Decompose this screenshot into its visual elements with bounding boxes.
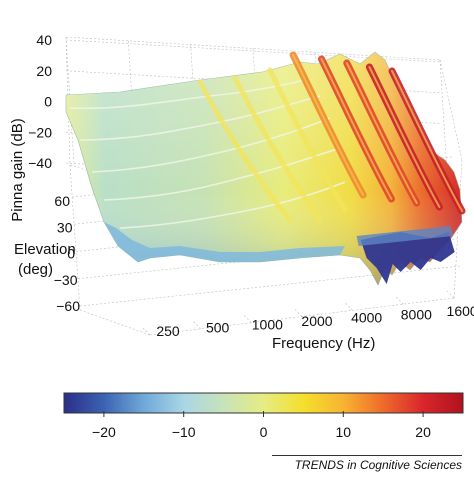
z-axis-ticks: 40 20 0 −20 −40	[28, 32, 52, 171]
grid-line	[395, 295, 404, 305]
colorbar-ticks: −20 −10 0 10 20	[92, 411, 431, 440]
y-tick-label: 60	[54, 193, 70, 209]
colorbar: −20 −10 0 10 20	[63, 392, 464, 440]
surface-contour	[103, 147, 341, 201]
surface-contour	[119, 181, 346, 229]
grid-line	[243, 314, 252, 323]
grid-line	[141, 326, 151, 336]
credit-rule	[272, 455, 462, 456]
z-tick-label: −20	[28, 124, 52, 140]
colorbar-tick-label: −20	[92, 424, 116, 440]
colorbar-tick-label: 10	[336, 424, 352, 440]
x-axis-ticks: 250 500 1000 2000 4000 8000 16000	[156, 303, 474, 339]
x-tick-label: 250	[156, 323, 180, 339]
source-credit: TRENDS in Cognitive Sciences	[294, 458, 462, 472]
grid-line	[439, 59, 463, 161]
grid-line	[445, 289, 455, 299]
y-axis-ticks: 60 30 0 −30 −60	[54, 193, 80, 314]
x-tick-label: 1000	[252, 316, 283, 332]
colorbar-tick-label: −10	[172, 424, 196, 440]
y-axis-title-line2: (deg)	[18, 261, 53, 278]
grid-line	[79, 265, 461, 307]
high-frequency-ridge-highlight	[391, 70, 463, 212]
grid-line	[439, 59, 449, 189]
y-axis-title-line1: Elevation	[14, 241, 76, 258]
colorbar-body	[63, 392, 464, 414]
spectral-notch	[360, 232, 455, 284]
x-tick-label: 16000	[447, 303, 474, 319]
grid-line	[79, 309, 151, 336]
high-frequency-ridge-highlight	[368, 66, 441, 208]
surface-shading	[66, 52, 462, 285]
z-tick-label: 0	[44, 94, 52, 110]
colorbar-tick-label: 0	[260, 424, 268, 440]
surface-ridge	[232, 75, 323, 223]
grid-line	[192, 320, 201, 330]
y-tick-label: 0	[67, 246, 75, 262]
grid-line	[69, 164, 81, 311]
grid-line	[293, 308, 303, 317]
z-tick-label: −40	[28, 155, 52, 171]
grid-line	[65, 39, 441, 63]
y-tick-label: 30	[57, 219, 73, 235]
z-axis-title: Pinna gain (dB)	[9, 118, 26, 221]
x-tick-label: 2000	[301, 313, 332, 329]
high-frequency-ridge-highlight	[292, 54, 365, 196]
spectral-notch-rim	[356, 226, 453, 246]
high-frequency-ridge-highlight	[320, 58, 393, 200]
surface-ridge	[197, 79, 293, 223]
colorbar-tick-label: 20	[415, 424, 431, 440]
z-tick-label: 40	[36, 32, 52, 48]
x-tick-label: 8000	[401, 306, 432, 322]
high-frequency-ridge-highlight	[345, 62, 418, 204]
y-tick-label: −30	[54, 272, 78, 288]
x-tick-label: 4000	[351, 310, 382, 326]
grid-line	[453, 159, 463, 299]
x-axis-title: Frequency (Hz)	[272, 335, 375, 352]
surface-plot	[65, 51, 466, 286]
grid-line	[344, 302, 353, 311]
z-tick-label: 20	[36, 63, 52, 79]
x-tick-label: 500	[206, 320, 230, 336]
surface-ridge	[267, 67, 348, 213]
surface-edge-low	[104, 222, 345, 262]
y-tick-label: −60	[56, 298, 80, 314]
